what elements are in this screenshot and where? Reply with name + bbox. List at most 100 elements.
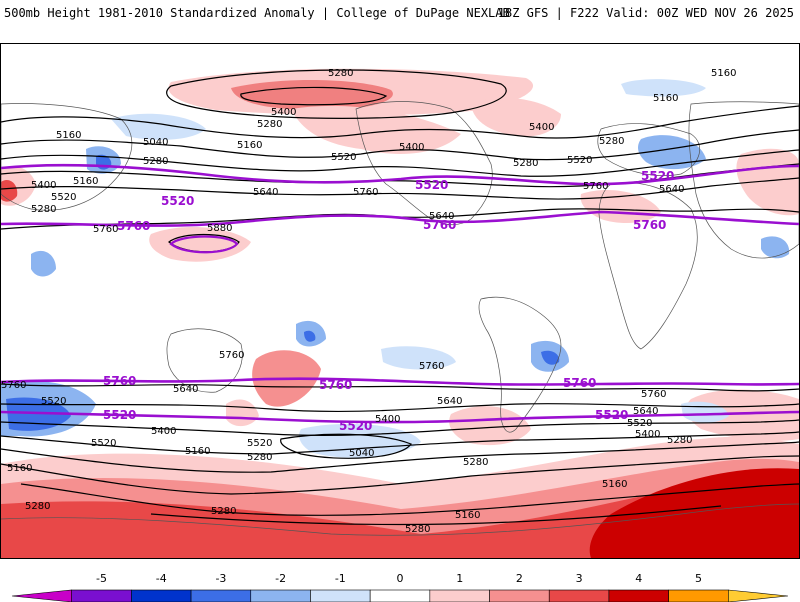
contour-label: 5640 [633, 406, 658, 417]
contour-label: 5160 [455, 510, 480, 521]
contour-label: 5280 [599, 136, 624, 147]
highlight-label: 5760 [319, 378, 352, 392]
colorbar-swatch [131, 589, 192, 602]
colorbar-tick-label: -2 [275, 572, 287, 585]
contour-label: 5760 [419, 361, 444, 372]
contour-line [1, 177, 799, 200]
colorbar-tick-label: 1 [456, 572, 464, 585]
contour-label: 5760 [93, 224, 118, 235]
contour-line [1, 431, 799, 455]
contour-line [1, 129, 799, 161]
anomaly-map: 5280 5160 5160 5400 5280 5160 5040 5160 … [0, 43, 800, 559]
contour-label: 5160 [237, 140, 262, 151]
contour-label: 5280 [143, 156, 168, 167]
negative-anomaly-region [299, 423, 421, 458]
colorbar-swatch [369, 589, 431, 602]
contour-label: 5640 [253, 187, 278, 198]
colorbar-swatch [548, 589, 610, 602]
contour-line [280, 433, 412, 459]
anomaly-colorbar: -5 -4 -3 -2 -1 0 1 2 3 4 5 [0, 572, 800, 602]
contour-label: 5640 [173, 384, 198, 395]
colorbar-swatch [71, 589, 132, 602]
highlight-label: 5760 [563, 376, 596, 390]
contour-label: 5160 [56, 130, 81, 141]
asia-west-outline [1, 103, 133, 211]
colorbar-swatches [11, 589, 789, 602]
contour-label: 5520 [567, 155, 592, 166]
africa-outline [598, 182, 698, 350]
contour-label: 5160 [653, 93, 678, 104]
colorbar-tick-label: -1 [334, 572, 346, 585]
map-title: 500mb Height 1981-2010 Standardized Anom… [4, 6, 510, 20]
model-run-info: 18Z GFS | F222 Valid: 00Z WED NOV 26 202… [497, 6, 794, 20]
negative-anomaly-region [761, 236, 790, 259]
colorbar-tick-label: -5 [96, 572, 108, 585]
negative-anomaly-region [638, 135, 706, 170]
contour-line [1, 455, 799, 495]
contour-line [1, 105, 799, 139]
map-canvas: 5280 5160 5160 5400 5280 5160 5040 5160 … [1, 68, 799, 558]
contour-label: 5760 [641, 389, 666, 400]
contour-label: 5400 [151, 426, 176, 437]
contour-line [1, 149, 799, 177]
colorbar-swatch [489, 589, 550, 602]
contour-label: 5400 [635, 429, 660, 440]
contour-label: 5760 [353, 187, 378, 198]
colorbar-swatch [190, 589, 252, 602]
contour-line [1, 419, 799, 436]
contour-label: 5040 [143, 137, 168, 148]
south-america-outline [478, 296, 562, 433]
highlight-label: 5760 [423, 218, 456, 232]
colorbar-tick-label: 4 [635, 572, 643, 585]
contour-line [20, 483, 799, 516]
contour-label: 5280 [405, 524, 430, 535]
contour-label: 5160 [602, 479, 627, 490]
highlight-label: 5520 [641, 169, 674, 183]
anomaly-shading [1, 68, 799, 558]
colorbar-swatch [310, 589, 371, 602]
colorbar-swatch [11, 589, 72, 602]
highlight-label: 5760 [117, 219, 150, 233]
contour-line [150, 505, 722, 526]
highlight-label: 5520 [161, 194, 194, 208]
contour-label: 5400 [399, 142, 424, 153]
positive-anomaly-region [1, 179, 18, 202]
highlight-label: 5760 [103, 374, 136, 388]
colorbar-tick-label: 0 [396, 572, 404, 585]
negative-anomaly-region [541, 350, 560, 365]
negative-anomaly-region [111, 113, 206, 140]
highlight-contours [1, 163, 799, 424]
contour-label: 5280 [25, 501, 50, 512]
colorbar-swatch [608, 589, 669, 602]
contour-line [240, 86, 388, 106]
contour-label: 5880 [207, 223, 232, 234]
highlight-label: 5520 [103, 408, 136, 422]
contour-label: 5640 [437, 396, 462, 407]
north-america-outline [355, 101, 493, 226]
contour-label: 5400 [31, 180, 56, 191]
positive-anomaly-region [736, 148, 799, 216]
asia-outline [688, 101, 799, 259]
positive-anomaly-region [589, 468, 799, 558]
contour-label: 5520 [51, 192, 76, 203]
contour-label: 5280 [463, 457, 488, 468]
height-contours [1, 69, 799, 526]
contour-label: 5520 [331, 152, 356, 163]
contour-label: 5280 [257, 119, 282, 130]
contour-label: 5280 [513, 158, 538, 169]
contour-5880-closed [169, 235, 239, 254]
contour-label: 5760 [1, 380, 26, 391]
positive-anomaly-region [471, 97, 561, 137]
contour-label: 5520 [41, 396, 66, 407]
positive-anomaly-region [231, 79, 393, 110]
contour-5760-north [1, 210, 799, 227]
header: 500mb Height 1981-2010 Standardized Anom… [0, 0, 800, 28]
colorbar-swatch [250, 589, 311, 602]
highlight-label: 5520 [595, 408, 628, 422]
contour-label: 5520 [91, 438, 116, 449]
contour-5760-south [1, 377, 799, 386]
contour-label: 5520 [627, 418, 652, 429]
negative-anomaly-region [621, 79, 706, 97]
europe-outline [597, 123, 701, 176]
contour-label: 5280 [31, 204, 56, 215]
